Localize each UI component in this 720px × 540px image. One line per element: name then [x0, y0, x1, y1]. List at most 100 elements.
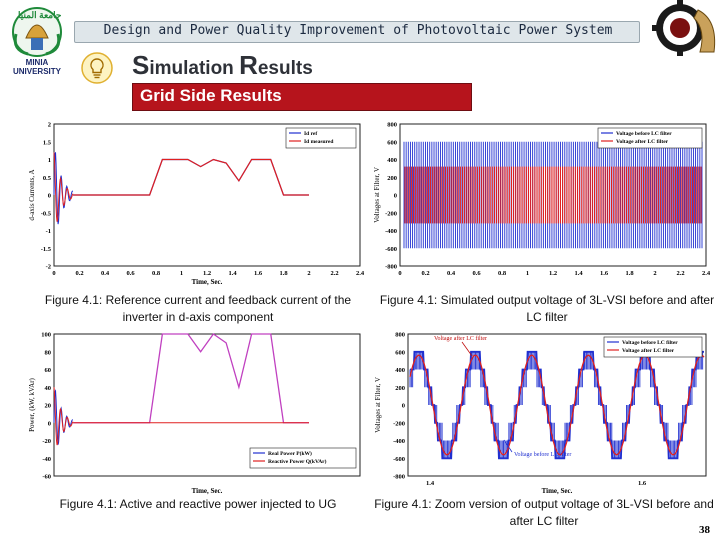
x-tick-label: 0.6 — [472, 270, 481, 277]
caption-active-reactive-power: Figure 4.1: Active and reactive power in… — [59, 497, 337, 511]
y-tick-label: 0 — [48, 193, 51, 200]
annotation-arrow-after — [461, 341, 473, 357]
legend-box — [603, 336, 703, 358]
y-tick-label: -400 — [393, 438, 405, 445]
chart-zoomed-voltages: 800 600 400 200 0 -200 -400 -600 -800 1.4 1.6 Volt… — [372, 328, 712, 496]
x-tick-label: 0.2 — [421, 270, 429, 277]
y-tick-label: 800 — [395, 332, 405, 339]
series-id-measured — [73, 158, 309, 196]
logo-arabic-text: جامعة المنيا — [18, 10, 62, 20]
minia-university-logo: جامعة المنيا MINIA UNIVERSITY — [4, 4, 70, 76]
y-tick-label: 20 — [45, 403, 52, 410]
chart-active-reactive-power: 100 80 60 40 20 0 -20 -40 -60 Real Power P(kW)Re… — [28, 328, 368, 496]
legend-entry: Id ref — [304, 131, 317, 137]
section-header-bar — [132, 83, 472, 111]
x-tick-label: 1.6 — [600, 270, 609, 277]
y-tick-label: 400 — [395, 367, 405, 374]
y-tick-label: 400 — [387, 157, 397, 164]
y-tick-label: 0 — [394, 193, 397, 200]
legend-entry: Voltage before LC filter — [622, 340, 678, 346]
series-id-measured-transient — [53, 152, 74, 222]
caption-zoomed-voltages: Figure 4.1: Zoom version of output volta… — [374, 497, 714, 528]
y-tick-label: -800 — [393, 474, 405, 481]
legend-entry: Voltage before LC filter — [616, 131, 672, 137]
y-tick-label: 200 — [395, 385, 405, 392]
section-header-label: Grid Side Results — [140, 86, 282, 105]
y-tick-label: 0 — [402, 403, 405, 410]
annotation-before-filter: Voltage before LC filter — [514, 451, 571, 458]
y-tick-label: 600 — [387, 139, 397, 146]
title-rest-results: esults — [257, 58, 313, 79]
series-reactive-power-transient — [53, 387, 74, 446]
legend-entry: Voltage after LC filter — [622, 348, 675, 354]
x-tick-label: 1.4 — [426, 480, 435, 487]
wave-before-filter — [410, 350, 704, 460]
x-tick-label: 1.4 — [228, 270, 237, 277]
x-tick-label: 1.4 — [574, 270, 583, 277]
header-banner — [74, 21, 640, 43]
x-tick-label: 0.4 — [447, 270, 456, 277]
chart-d-axis-currents: 21.510.50-0.5-1-1.5-20 0.2 0.4 0.6 0.8 1 1.2 1.… — [28, 118, 368, 286]
x-tick-label: 1.8 — [625, 270, 634, 277]
x-tick-label: 1.6 — [254, 270, 263, 277]
x-tick-label: 1.8 — [279, 270, 288, 277]
legend-entry: Reactive Power Q(kVAr) — [268, 458, 327, 465]
y-tick-label: 1 — [48, 157, 51, 164]
page-number: 38 — [699, 524, 710, 536]
x-tick-label: 2 — [307, 270, 310, 277]
y-tick-label: -400 — [385, 228, 397, 235]
wave-after-filter — [409, 354, 705, 456]
legend-entry: Id measured — [304, 139, 333, 145]
y-tick-label: -600 — [385, 246, 397, 253]
x-tick-label: 0 — [398, 270, 401, 277]
title-initial-s: S — [132, 50, 150, 80]
legend-entry: Real Power P(kW) — [268, 450, 312, 457]
y-tick-label: 200 — [387, 175, 397, 182]
y-tick-label: -0.5 — [41, 210, 52, 217]
x-tick-label: 1.2 — [549, 270, 557, 277]
y-tick-label: 60 — [45, 367, 52, 374]
x-tick-label: 1 — [180, 270, 183, 277]
y-tick-label: 0 — [48, 420, 51, 427]
y-tick-label: -60 — [42, 474, 51, 481]
y-tick-label: 600 — [395, 349, 405, 356]
caption-d-axis-currents: Figure 4.1: Reference current and feedba… — [44, 293, 352, 324]
legend-box — [597, 127, 703, 149]
y-tick-label: 80 — [45, 349, 52, 356]
legend-box — [249, 447, 357, 469]
y-tick-label: -1 — [46, 228, 51, 235]
x-tick-label: 2.2 — [330, 270, 338, 277]
series-real-power — [73, 333, 309, 424]
lightbulb-icon — [80, 52, 114, 84]
annotation-arrow-before — [503, 439, 513, 453]
x-tick-label: 2.4 — [702, 270, 711, 277]
y-tick-label: 1.5 — [43, 139, 52, 146]
annotation-after-filter: Voltage after LC filter — [434, 335, 487, 342]
y-tick-label: 0.5 — [43, 175, 52, 182]
caption-filter-voltages: Figure 4.1: Simulated output voltage of … — [379, 293, 715, 324]
faculty-gear-logo — [650, 0, 720, 58]
x-tick-label: 0.4 — [101, 270, 110, 277]
header-title: Design and Power Quality Improvement of … — [103, 23, 613, 38]
y-axis-label: d-axis Currents, A — [28, 169, 36, 220]
logo-university-label: MINIA UNIVERSITY — [12, 58, 61, 76]
x-tick-label: 2 — [653, 270, 656, 277]
y-tick-label: 40 — [45, 385, 52, 392]
x-tick-label: 2.2 — [676, 270, 684, 277]
y-tick-label: -1.5 — [41, 246, 52, 253]
x-tick-label: 2.4 — [356, 270, 365, 277]
y-axis-label: Voltages at Filter, V — [374, 377, 382, 433]
y-tick-label: -600 — [393, 456, 405, 463]
x-axis-label: Time, Sec. — [192, 278, 223, 286]
y-axis-label: Power, (kW, kVAr) — [28, 377, 36, 431]
title-rest-simulation: imulation — [149, 58, 240, 79]
y-tick-label: -20 — [42, 438, 51, 445]
y-tick-label: -800 — [385, 264, 397, 271]
x-tick-label: 1.2 — [203, 270, 211, 277]
y-tick-label: 800 — [387, 122, 397, 129]
title-initial-r: R — [239, 50, 258, 80]
slide-title: Simulation Results — [132, 50, 313, 81]
y-tick-label: -2 — [46, 264, 51, 271]
y-axis-label: Voltages at Filter, V — [373, 167, 381, 223]
